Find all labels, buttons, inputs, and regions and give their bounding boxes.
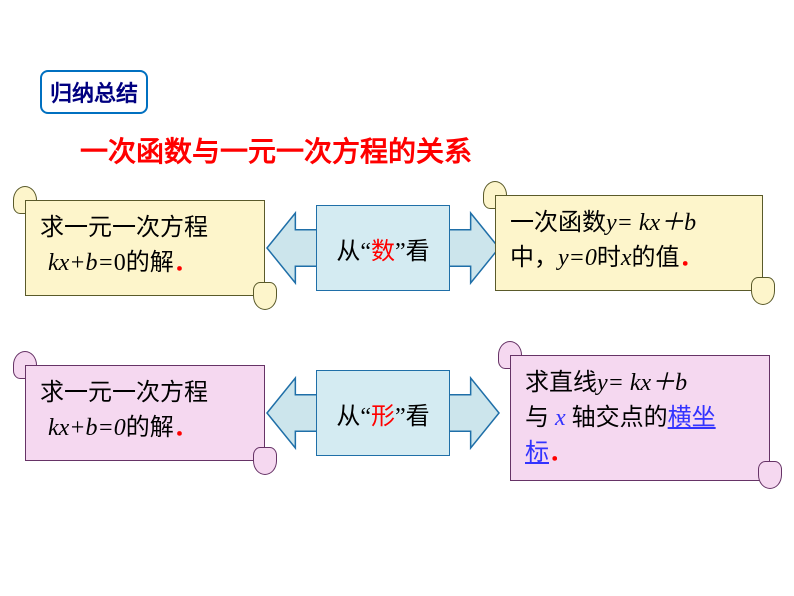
math-text: y=	[597, 370, 630, 396]
math-text: y=0	[558, 245, 597, 271]
text: ”	[395, 239, 406, 265]
text: “	[360, 404, 371, 430]
scroll-bottom-right: 求直线y= kx＋b 与 x 轴交点的横坐标．	[510, 355, 770, 475]
scroll-bl-line1: 求一元一次方程	[40, 376, 250, 411]
text: 的解	[126, 250, 174, 276]
math-text: x	[555, 405, 572, 431]
scroll-cap-icon	[253, 282, 277, 310]
scroll-top-left: 求一元一次方程 kx+b=0的解．	[25, 200, 265, 296]
punct: ．	[680, 245, 704, 271]
punct: ．	[174, 250, 198, 276]
text: 中，	[510, 245, 558, 271]
scroll-body: 求直线y= kx＋b 与 x 轴交点的横坐标．	[510, 355, 770, 481]
text: 与	[525, 405, 555, 431]
math-text: x	[621, 245, 632, 271]
scroll-br-line1: 求直线y= kx＋b	[525, 366, 755, 401]
text: 看	[406, 239, 430, 265]
scroll-tl-line1: 求一元一次方程	[40, 211, 250, 246]
scroll-br-line2: 与 x 轴交点的横坐标．	[525, 401, 755, 471]
text: 一次函数	[510, 210, 606, 236]
mid-text: 数	[371, 239, 395, 265]
scroll-body: 求一元一次方程 kx+b=0的解．	[25, 365, 265, 461]
center-box-shape-view: 从“形”看	[316, 370, 450, 456]
text: 时	[597, 245, 621, 271]
scroll-cap-icon	[253, 447, 277, 475]
text: “	[360, 239, 371, 265]
scroll-top-right: 一次函数y= kx＋b 中，y=0时x的值．	[495, 195, 763, 291]
text: 求一元一次方程	[40, 380, 208, 406]
text: 轴交点的	[572, 405, 668, 431]
text: 的值	[632, 245, 680, 271]
scroll-body: 一次函数y= kx＋b 中，y=0时x的值．	[495, 195, 763, 291]
text: 的解	[126, 415, 174, 441]
math-text: kx＋b	[630, 370, 687, 396]
text: 0	[114, 250, 126, 276]
center-box-number-view: 从“数”看	[316, 205, 450, 291]
text: 从	[336, 239, 360, 265]
scroll-bl-line2: kx+b=0的解．	[40, 411, 250, 446]
math-text: kx+b=	[48, 250, 114, 276]
mid-text: 形	[371, 404, 395, 430]
math-text: kx+b=0	[48, 415, 126, 441]
scroll-body: 求一元一次方程 kx+b=0的解．	[25, 200, 265, 296]
cb-text: 从“形”看	[336, 396, 429, 431]
scroll-bottom-left: 求一元一次方程 kx+b=0的解．	[25, 365, 265, 461]
scroll-cap-icon	[751, 277, 775, 305]
text: 求一元一次方程	[40, 215, 208, 241]
text: 求直线	[525, 370, 597, 396]
text: 从	[336, 404, 360, 430]
scroll-tr-line2: 中，y=0时x的值．	[510, 241, 748, 276]
scroll-tl-line2: kx+b=0的解．	[40, 246, 250, 281]
math-text: kx＋b	[639, 210, 696, 236]
arrows-layer	[0, 0, 794, 596]
cb-text: 从“数”看	[336, 231, 429, 266]
text: 看	[406, 404, 430, 430]
math-text: y=	[606, 210, 639, 236]
punct: ．	[549, 440, 573, 466]
text: ”	[395, 404, 406, 430]
scroll-cap-icon	[758, 461, 782, 489]
punct: ．	[174, 415, 198, 441]
scroll-tr-line1: 一次函数y= kx＋b	[510, 206, 748, 241]
